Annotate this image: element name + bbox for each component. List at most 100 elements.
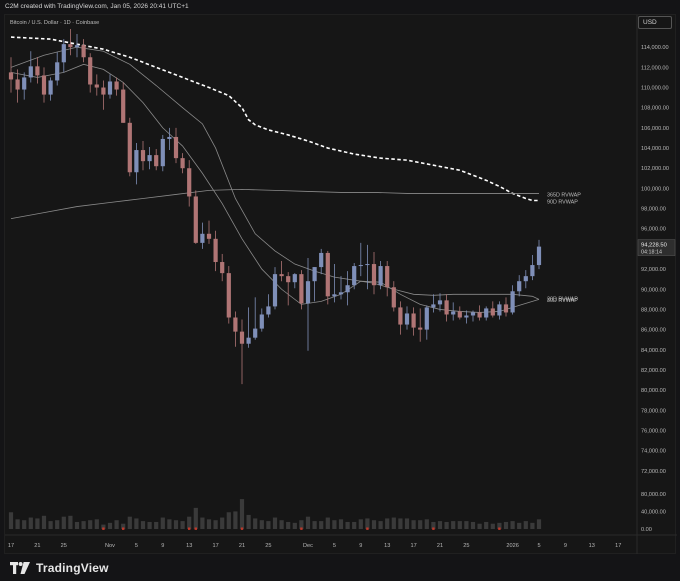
volume-bar [114, 520, 119, 529]
volume-bar [325, 517, 330, 529]
candle-body [127, 122, 132, 173]
candle-body [48, 80, 53, 95]
candle-body [358, 265, 363, 267]
volume-bar [404, 518, 410, 529]
volume-bar [391, 517, 396, 529]
candle-body [517, 281, 522, 292]
candle-body [61, 44, 66, 63]
x-tick-label: 17 [410, 543, 416, 549]
candle-body [398, 307, 403, 325]
volume-bar [41, 515, 47, 529]
x-tick-label: 21 [437, 543, 443, 549]
volume-bar [517, 522, 522, 529]
candle-body [510, 291, 515, 313]
y-tick-label: 114,000.00 [641, 45, 669, 51]
candle-body [94, 84, 99, 88]
y-tick-label: 88,000.00 [641, 307, 666, 313]
candle-body [213, 238, 218, 263]
volume-bar [431, 521, 436, 529]
candle-body [431, 304, 436, 308]
volume-bar [74, 521, 80, 529]
volume-bar [299, 520, 304, 529]
y-tick-label: 112,000.00 [641, 65, 669, 71]
candle-body [74, 45, 80, 48]
candle-body [286, 276, 291, 283]
x-tick-label: Nov [105, 543, 115, 549]
candle-body [187, 168, 192, 197]
volume-marker [498, 527, 501, 530]
x-tick-label: 25 [265, 543, 271, 549]
candle-body [167, 136, 172, 139]
candle-body [193, 196, 198, 243]
volume-bar [167, 519, 172, 529]
volume-bar [352, 521, 357, 529]
candle-body [15, 79, 20, 90]
volume-bar [22, 520, 27, 529]
candle-body [180, 158, 185, 169]
volume-bar [127, 516, 132, 529]
candle-body [114, 81, 119, 90]
x-tick-label: 21 [34, 543, 40, 549]
volume-bar [68, 515, 73, 529]
x-tick-label: 5 [537, 543, 540, 549]
candle-body [477, 312, 482, 318]
volume-bar [147, 521, 152, 529]
candle-body [279, 274, 284, 277]
volume-bar [503, 521, 509, 529]
volume-bar [510, 521, 515, 529]
candle-body [55, 62, 60, 81]
x-tick-label: 17 [615, 543, 621, 549]
volume-bar [226, 512, 231, 529]
volume-tick-label: 40,000.00 [641, 509, 666, 515]
volume-bar [292, 522, 297, 529]
volume-bar [536, 519, 542, 529]
volume-bar [371, 520, 377, 529]
chart-panel: Bitcoin / U.S. Dollar · 1D · Coinbase 36… [4, 14, 677, 555]
candle-body [200, 233, 205, 243]
candlestick-chart[interactable]: Bitcoin / U.S. Dollar · 1D · Coinbase 36… [5, 15, 677, 555]
volume-bar [206, 519, 212, 529]
volume-bar [55, 520, 60, 529]
candle-body [246, 337, 251, 344]
candle-body [299, 274, 304, 304]
candle-body [418, 327, 423, 330]
x-tick-label: 5 [135, 543, 138, 549]
volume-bar [28, 517, 33, 529]
volume-marker [240, 527, 244, 530]
volume-bar [312, 521, 317, 529]
candle-body [28, 66, 33, 78]
x-tick-label: Dec [303, 543, 313, 549]
candle-body [484, 308, 489, 318]
candle-body [371, 264, 377, 286]
volume-bar [15, 519, 20, 529]
y-tick-label: 92,000.00 [641, 267, 666, 273]
y-tick-label: 90,000.00 [641, 287, 666, 293]
candle-body [338, 292, 344, 295]
currency-button[interactable]: USD [638, 16, 672, 29]
candle-body [266, 306, 271, 315]
y-tick-label: 108,000.00 [641, 106, 669, 112]
volume-marker [432, 527, 435, 530]
candle-body [35, 66, 40, 76]
volume-bar [187, 516, 192, 529]
volume-bar [319, 521, 324, 529]
candle-body [121, 89, 126, 123]
series-label: 20D RVWAP [547, 297, 578, 303]
volume-bar [233, 511, 238, 529]
tradingview-logo[interactable]: TradingView [10, 561, 109, 575]
volume-bar [107, 522, 113, 529]
volume-bar [173, 520, 179, 529]
volume-tick-label: 0.00 [641, 527, 652, 533]
y-tick-label: 86,000.00 [641, 328, 666, 334]
y-tick-label: 104,000.00 [641, 146, 669, 152]
volume-bar [457, 521, 462, 529]
candle-body [226, 273, 231, 318]
volume-bar [193, 507, 198, 529]
volume-marker [366, 527, 369, 530]
x-tick-label: 13 [186, 543, 192, 549]
candle-body [437, 300, 443, 305]
y-tick-label: 102,000.00 [641, 166, 669, 172]
volume-bar [338, 519, 344, 529]
volume-bar [365, 518, 370, 529]
x-tick-label: 13 [384, 543, 390, 549]
